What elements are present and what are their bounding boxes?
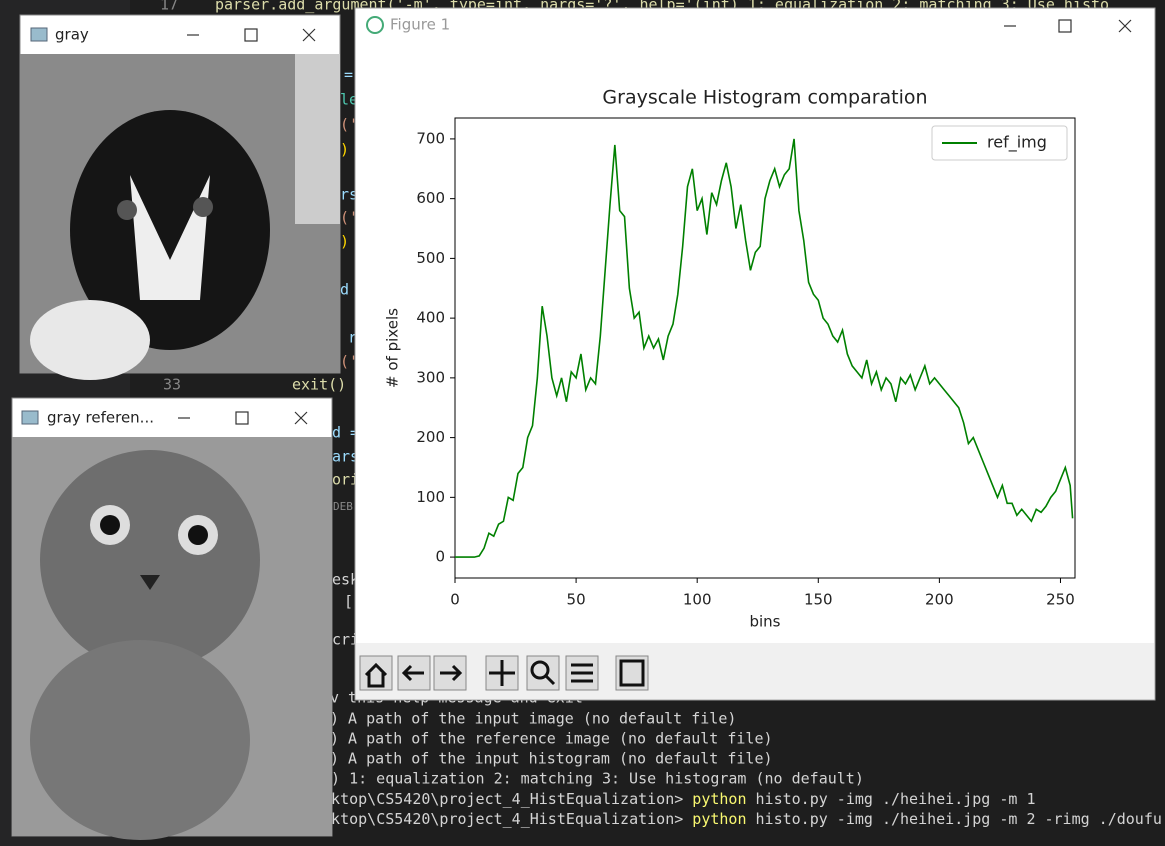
y-axis-label: # of pixels	[384, 308, 402, 388]
code-fragment: =	[344, 66, 353, 84]
y-tick-label: 400	[416, 309, 445, 327]
y-tick-label: 200	[416, 428, 445, 446]
code-fragment: ('	[340, 116, 358, 134]
code-fragment: ('	[340, 209, 358, 227]
line-number: 17	[160, 0, 178, 14]
gray-window: gray	[19, 14, 341, 380]
data-line	[455, 138, 1074, 558]
figure-window: Figure 1	[354, 7, 1156, 701]
terminal-fragment: esk	[332, 571, 359, 589]
y-tick-label: 0	[435, 548, 445, 566]
code-line: exit()	[292, 376, 346, 394]
code-fragment: )	[340, 233, 349, 251]
chart-title: Grayscale Histogram comparation	[602, 87, 927, 109]
y-tick-label: 700	[416, 129, 445, 147]
code-fragment: ori	[332, 471, 359, 489]
code-fragment: d	[340, 281, 349, 299]
code-fragment: )	[340, 141, 349, 159]
command: python	[692, 790, 746, 808]
code-fragment: r	[348, 329, 357, 347]
window-title: Figure 1	[390, 16, 450, 34]
x-tick-label: 0	[450, 591, 460, 609]
line-number: 33	[163, 376, 181, 394]
close-button[interactable]	[302, 28, 316, 42]
prompt: esktop\CS5420\project_4_HistEqualization…	[313, 810, 692, 828]
code-fragment: d =	[332, 424, 359, 442]
terminal-line: ) A path of the reference image (no defa…	[330, 730, 773, 748]
code-fragment: rs	[340, 186, 358, 204]
maximize-button[interactable]	[244, 28, 258, 42]
command: python	[692, 810, 746, 828]
terminal-fragment: cri	[332, 631, 359, 649]
y-tick-label: 100	[416, 488, 445, 506]
x-tick-label: 200	[925, 591, 954, 609]
x-tick-label: 50	[567, 591, 586, 609]
x-tick-label: 150	[804, 591, 833, 609]
y-tick-label: 300	[416, 368, 445, 386]
maximize-button[interactable]	[1058, 19, 1072, 33]
window-title: gray referen...	[47, 409, 154, 427]
axes-frame	[454, 117, 1076, 579]
home-button[interactable]	[359, 655, 393, 691]
gray-reference-window: gray referen...	[11, 397, 333, 840]
legend-box	[931, 125, 1068, 161]
panel-fragment: DEB	[333, 500, 353, 513]
terminal-line: ) A path of the input histogram (no defa…	[330, 750, 773, 768]
x-tick-label: 100	[683, 591, 712, 609]
prompt: esktop\CS5420\project_4_HistEqualization…	[313, 790, 692, 808]
terminal-line: c) 1: equalization 2: matching 3: Use hi…	[322, 770, 864, 788]
toolbar	[356, 643, 1154, 699]
code-fragment: ars	[332, 448, 359, 466]
plot: Grayscale Histogram comparation 0 50 100 150…	[384, 87, 1076, 631]
arguments: histo.py -img ./heihei.jpg -m 2 -rimg ./…	[746, 810, 1161, 828]
code-fragment: ('	[340, 353, 358, 371]
window-title: gray	[55, 26, 89, 44]
close-button[interactable]	[1118, 19, 1132, 33]
arguments: histo.py -img ./heihei.jpg -m 1	[746, 790, 1035, 808]
close-button[interactable]	[294, 411, 308, 425]
legend-label: ref_img	[987, 133, 1047, 153]
terminal-line: ) A path of the input image (no default …	[330, 710, 736, 728]
maximize-button[interactable]	[235, 411, 249, 425]
x-axis-label: bins	[749, 613, 780, 631]
code-fragment: le	[340, 91, 358, 109]
y-tick-label: 500	[416, 249, 445, 267]
x-tick-label: 250	[1046, 591, 1075, 609]
terminal-command: esktop\CS5420\project_4_HistEqualization…	[313, 810, 1162, 828]
terminal-command: esktop\CS5420\project_4_HistEqualization…	[313, 790, 1035, 808]
y-tick-label: 600	[416, 189, 445, 207]
terminal-fragment: [	[344, 593, 353, 611]
